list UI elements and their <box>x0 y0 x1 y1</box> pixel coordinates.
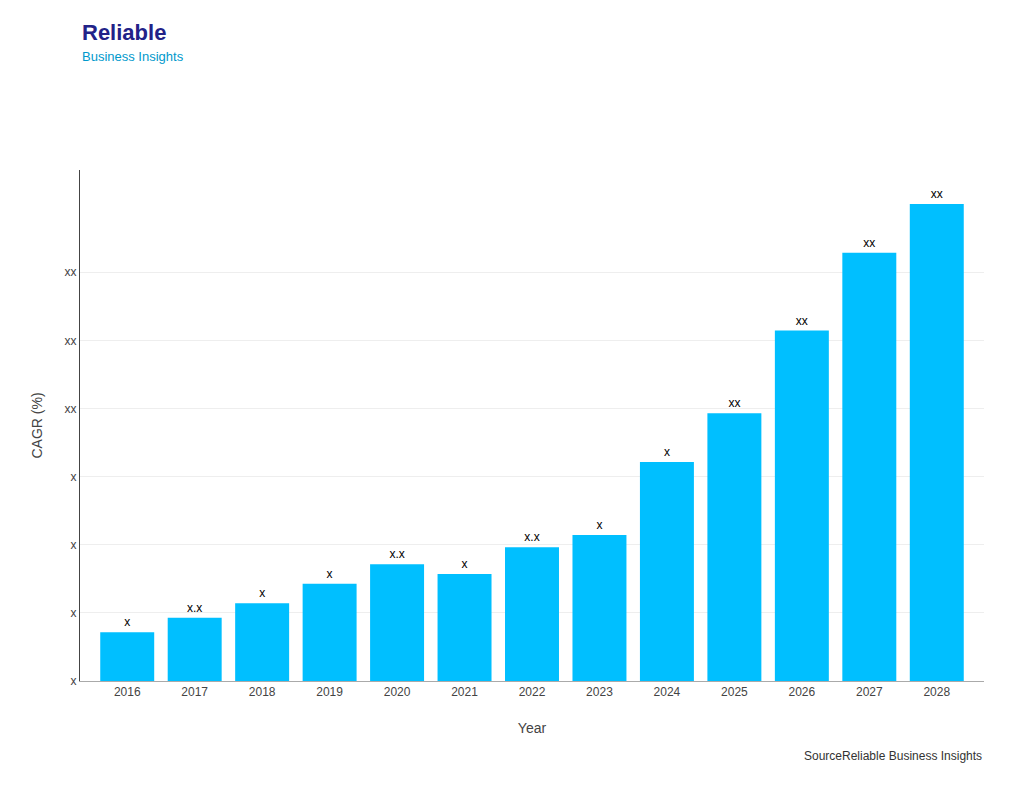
svg-text:2025: 2025 <box>721 685 748 699</box>
svg-text:xx: xx <box>863 236 875 250</box>
svg-text:2023: 2023 <box>586 685 613 699</box>
svg-text:2024: 2024 <box>654 685 681 699</box>
svg-text:xx: xx <box>65 402 77 416</box>
svg-text:xx: xx <box>796 314 808 328</box>
svg-text:xx: xx <box>931 187 943 201</box>
svg-text:2017: 2017 <box>181 685 208 699</box>
svg-text:x: x <box>462 557 468 571</box>
svg-text:2022: 2022 <box>519 685 546 699</box>
svg-text:2021: 2021 <box>451 685 478 699</box>
svg-text:x: x <box>664 445 670 459</box>
svg-text:2026: 2026 <box>788 685 815 699</box>
svg-text:x.x: x.x <box>187 601 202 615</box>
svg-text:2028: 2028 <box>923 685 950 699</box>
svg-text:x: x <box>259 586 265 600</box>
svg-text:x: x <box>71 674 77 688</box>
svg-text:x.x: x.x <box>389 547 404 561</box>
svg-text:Business Insights: Business Insights <box>82 49 184 64</box>
svg-text:Reliable: Reliable <box>82 20 166 45</box>
svg-text:Year: Year <box>518 720 547 736</box>
svg-text:SourceReliable Business Insigh: SourceReliable Business Insights <box>804 749 982 763</box>
svg-text:x: x <box>71 606 77 620</box>
svg-text:2027: 2027 <box>856 685 883 699</box>
svg-text:x: x <box>327 567 333 581</box>
svg-text:2018: 2018 <box>249 685 276 699</box>
svg-text:CAGR (%): CAGR (%) <box>29 392 45 458</box>
svg-text:2016: 2016 <box>114 685 141 699</box>
svg-text:x: x <box>71 538 77 552</box>
svg-text:2019: 2019 <box>316 685 343 699</box>
svg-text:x: x <box>71 470 77 484</box>
svg-text:x: x <box>596 518 602 532</box>
svg-text:xx: xx <box>728 396 740 410</box>
svg-text:x: x <box>124 615 130 629</box>
svg-text:2020: 2020 <box>384 685 411 699</box>
svg-text:x.x: x.x <box>524 530 539 544</box>
svg-text:xx: xx <box>65 265 77 279</box>
svg-text:xx: xx <box>65 334 77 348</box>
